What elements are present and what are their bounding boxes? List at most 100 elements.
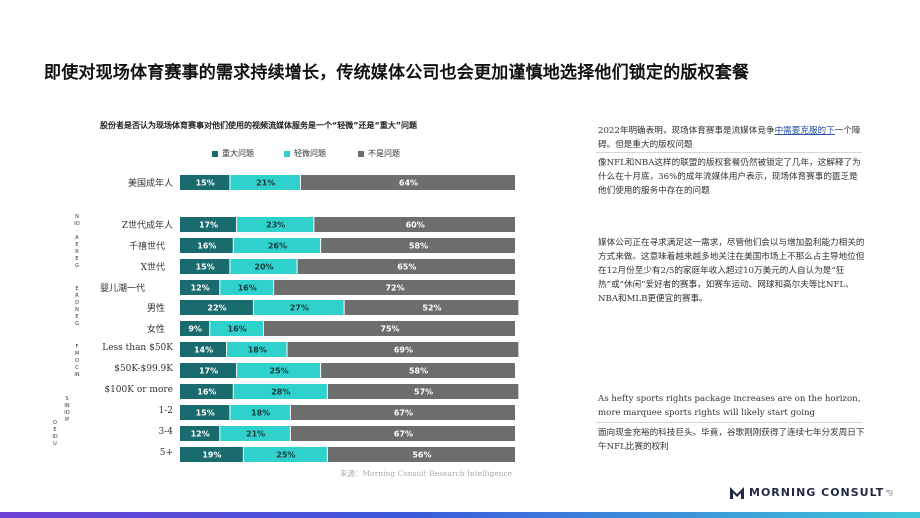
category-label: 5+ (159, 448, 173, 458)
bar-value-label: 20% (254, 263, 273, 272)
bar-value-label: 58% (409, 367, 428, 376)
note-1-link[interactable]: 中需要克服的下 (774, 126, 835, 136)
bar-segment-heavy (180, 217, 237, 232)
bar-segment-none (314, 217, 515, 232)
bar-segment-light (233, 384, 327, 399)
bar-value-label: 21% (246, 430, 265, 439)
category-label: 男性 (146, 304, 165, 314)
bar-value-label: 58% (409, 242, 428, 251)
category-label: X世代 (140, 263, 165, 273)
bar-segment-heavy (180, 405, 230, 420)
bar-value-label: 72% (385, 284, 404, 293)
bar-value-label: 22% (207, 304, 226, 313)
category-label: 1-2 (158, 406, 174, 416)
note-1-post: 一个障碍。但是重大的版权问题 (598, 126, 861, 150)
bar-segment-light (233, 238, 321, 253)
bar-value-label: 18% (248, 346, 267, 355)
bar-value-label: 15% (196, 179, 215, 188)
bar-value-label: 23% (266, 221, 285, 230)
bar-value-label: 16% (238, 284, 257, 293)
legend-swatch-light (284, 150, 290, 157)
bar-segment-light (237, 217, 314, 232)
bar-value-label: 26% (268, 242, 287, 251)
bar-segment-light (230, 405, 290, 420)
category-label: $100K or more (104, 385, 173, 395)
bar-value-label: 9% (188, 325, 202, 334)
bar-segment-heavy (180, 300, 253, 315)
chart-title: 股份者是否认为现场体育赛事对他们使用的视频流媒体服务是一个“轻微”还是“重大”问… (100, 121, 418, 130)
bar-segment-none (300, 175, 515, 190)
bar-segment-none (290, 426, 515, 441)
bar-value-label: 28% (271, 388, 290, 397)
legend-label-heavy: 重大问题 (222, 149, 254, 158)
legend-item-none: 不是问题 (358, 148, 400, 159)
bar-segment-light (230, 175, 300, 190)
bar-value-label: 67% (394, 430, 413, 439)
bar-segment-none (297, 259, 515, 274)
group-label-household-sub: O E ID U (52, 420, 58, 447)
category-label: 千禧世代 (128, 242, 165, 252)
note-1: 2022年明确表明，现场体育赛事是流媒体竞争中需要克服的下一个障碍。但是重大的版… (598, 124, 866, 152)
bottom-accent-bar (0, 512, 920, 518)
bar-value-label: 14% (194, 346, 213, 355)
category-label: 婴儿潮一代 (99, 284, 145, 294)
bar-segment-heavy (180, 321, 210, 336)
bar-segment-none (287, 342, 519, 357)
bar-segment-heavy (180, 447, 243, 462)
bar-segment-light (220, 426, 290, 441)
bar-value-label: 64% (399, 179, 418, 188)
page-title: 即使对现场体育赛事的需求持续增长，传统媒体公司也会更加谨慎地选择他们锁定的版权套… (44, 63, 750, 83)
note-2: 像NFL和NBA这样的联盟的版权套餐仍然被锁定了几年，这解释了为什么在十月底，3… (598, 158, 861, 196)
logo-mark-icon (730, 486, 744, 499)
legend-item-light: 轻微问题 (284, 148, 326, 159)
bar-segment-light (243, 447, 327, 462)
group-label-income: F M O C IN (74, 344, 80, 378)
bar-segment-heavy (180, 175, 230, 190)
bar-value-label: 12% (191, 430, 210, 439)
note-5: 面向现金充裕的科技巨头。毕竟，谷歌刚刚获得了连续七年分发周日下午NFL比赛的权利 (598, 428, 865, 452)
bar-value-label: 15% (196, 409, 215, 418)
bar-value-label: 60% (406, 221, 425, 230)
bar-segment-none (327, 447, 515, 462)
legend-label-none: 不是问题 (368, 149, 400, 158)
bar-segment-heavy (180, 363, 237, 378)
group-label-household: S IN IO IP (64, 396, 70, 423)
bar-segment-heavy (180, 342, 227, 357)
bar-segment-none (327, 384, 519, 399)
note-divider-1 (596, 152, 862, 153)
bar-value-label: 15% (196, 263, 215, 272)
bar-value-label: 56% (412, 451, 431, 460)
logo-text: MORNING CONSULT (749, 486, 885, 499)
bar-value-label: 25% (270, 367, 289, 376)
group-label-gender: E R D N E G (75, 286, 79, 327)
page-number: 9 (888, 489, 894, 498)
bar-segment-none (344, 300, 519, 315)
bar-segment-none (264, 321, 515, 336)
chart-source: 来源：Morning Consult Research Intelligence (340, 469, 513, 478)
bar-segment-none (321, 363, 515, 378)
morning-consult-logo: MORNING CONSULT ™ (730, 486, 891, 499)
bar-segment-light (230, 259, 297, 274)
bar-segment-none (321, 238, 515, 253)
bar-segment-heavy (180, 259, 230, 274)
bar-value-label: 17% (199, 221, 218, 230)
bar-value-label: 12% (191, 284, 210, 293)
bar-value-label: 65% (397, 263, 416, 272)
category-label: 女性 (146, 325, 165, 335)
category-label: $50K-$99.9K (114, 364, 173, 374)
bar-segment-none (290, 405, 515, 420)
bar-segment-heavy (180, 426, 220, 441)
bar-value-label: 25% (276, 451, 295, 460)
legend-label-light: 轻微问题 (294, 149, 326, 158)
note-divider-2 (596, 422, 862, 423)
bar-segment-heavy (180, 238, 233, 253)
bar-value-label: 16% (197, 242, 216, 251)
note-1-pre: 2022年明确表明，现场体育赛事是流媒体竞争 (598, 126, 775, 136)
bar-segment-light (237, 363, 321, 378)
bar-segment-heavy (180, 384, 233, 399)
category-label: 3-4 (158, 427, 174, 437)
note-4: As hefty sports rights package increases… (598, 394, 861, 418)
bar-value-label: 75% (380, 325, 399, 334)
bar-segment-light (210, 321, 263, 336)
legend-swatch-none (358, 150, 364, 157)
